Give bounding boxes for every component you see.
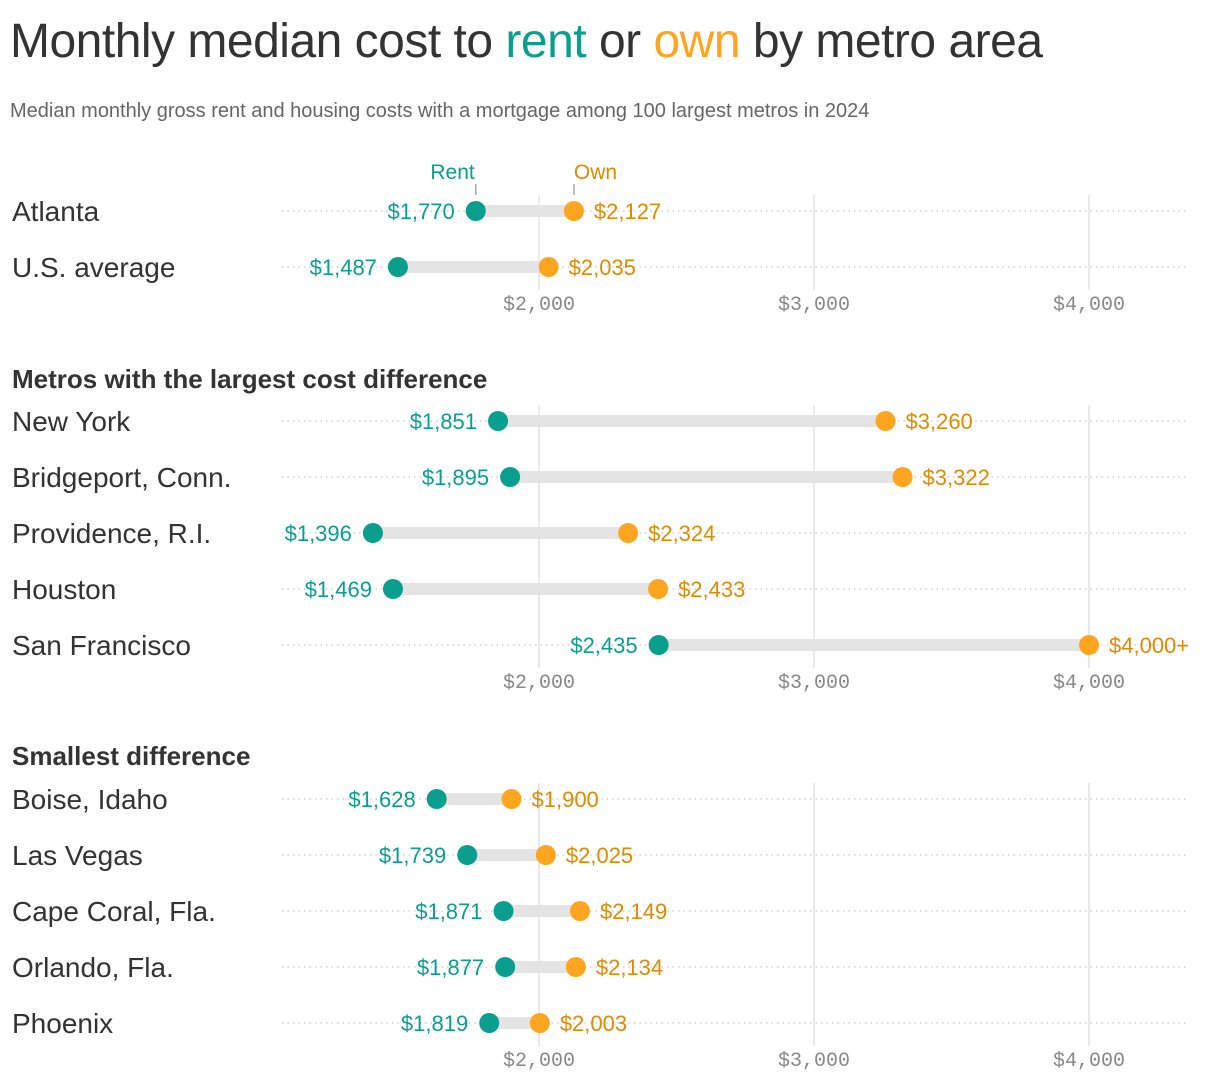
own-value-label: $2,127 bbox=[594, 199, 661, 224]
rent-value-label: $1,487 bbox=[310, 255, 377, 280]
title-part: Monthly median cost to bbox=[10, 15, 506, 68]
rent-value-label: $1,851 bbox=[410, 409, 477, 434]
legend-rent: Rent bbox=[430, 161, 475, 184]
own-dot bbox=[565, 957, 586, 977]
own-dot bbox=[875, 411, 896, 431]
own-value-label: $2,134 bbox=[596, 955, 663, 980]
own-dot bbox=[648, 579, 669, 599]
x-tick-label: $4,000 bbox=[1053, 294, 1125, 317]
rent-dot bbox=[457, 845, 478, 865]
x-tick-label: $4,000 bbox=[1053, 1050, 1125, 1073]
rent-dot bbox=[500, 467, 521, 487]
rent-value-label: $1,895 bbox=[422, 465, 489, 490]
rent-dot bbox=[426, 789, 447, 809]
row-label: Bridgeport, Conn. bbox=[12, 462, 231, 493]
rent-dot bbox=[382, 579, 403, 599]
own-value-label: $2,433 bbox=[678, 577, 745, 602]
rent-value-label: $1,871 bbox=[415, 899, 482, 924]
legend-own: Own bbox=[574, 161, 617, 184]
own-dot bbox=[563, 201, 584, 221]
own-value-label: $4,000+ bbox=[1109, 633, 1189, 658]
own-value-label: $3,322 bbox=[923, 465, 990, 490]
rent-value-label: $1,469 bbox=[305, 577, 372, 602]
rent-dot bbox=[362, 523, 383, 543]
x-tick-label: $2,000 bbox=[503, 1050, 575, 1073]
own-value-label: $2,324 bbox=[648, 521, 715, 546]
x-tick-label: $3,000 bbox=[778, 1050, 850, 1073]
rent-dot bbox=[479, 1013, 500, 1033]
own-value-label: $3,260 bbox=[906, 409, 973, 434]
row-label: U.S. average bbox=[12, 252, 175, 283]
row-label: Atlanta bbox=[12, 196, 100, 227]
rent-value-label: $1,739 bbox=[379, 843, 446, 868]
panel-heading: Metros with the largest cost difference bbox=[12, 364, 487, 394]
rent-value-label: $1,770 bbox=[387, 199, 454, 224]
chart-subtitle: Median monthly gross rent and housing co… bbox=[10, 100, 870, 122]
row-label: New York bbox=[12, 406, 131, 437]
rent-value-label: $1,628 bbox=[348, 787, 415, 812]
row-label: Las Vegas bbox=[12, 840, 143, 871]
row-label: Orlando, Fla. bbox=[12, 952, 174, 983]
own-dot bbox=[1079, 635, 1099, 655]
rent-dot bbox=[495, 957, 516, 977]
rent-dot bbox=[488, 411, 509, 431]
own-dot bbox=[569, 901, 590, 921]
title-part: by metro area bbox=[740, 15, 1043, 68]
rent-value-label: $1,877 bbox=[417, 955, 484, 980]
row-label: Houston bbox=[12, 574, 116, 605]
rent-dot bbox=[465, 201, 486, 221]
row-label: Boise, Idaho bbox=[12, 784, 168, 815]
row-label: Cape Coral, Fla. bbox=[12, 896, 216, 927]
rent-value-label: $1,396 bbox=[285, 521, 352, 546]
rent-dot bbox=[648, 635, 669, 655]
panel-heading: Smallest difference bbox=[12, 741, 250, 771]
title-part: or bbox=[586, 15, 654, 68]
title-own: own bbox=[653, 15, 741, 68]
own-value-label: $2,149 bbox=[600, 899, 667, 924]
row-label: Phoenix bbox=[12, 1008, 113, 1039]
own-dot bbox=[538, 257, 559, 277]
x-tick-label: $3,000 bbox=[778, 672, 850, 695]
own-dot bbox=[892, 467, 913, 487]
row-label: Providence, R.I. bbox=[12, 518, 211, 549]
own-value-label: $1,900 bbox=[532, 787, 599, 812]
x-tick-label: $3,000 bbox=[778, 294, 850, 317]
x-tick-label: $2,000 bbox=[503, 294, 575, 317]
title-rent: rent bbox=[505, 15, 587, 68]
rent-value-label: $2,435 bbox=[570, 633, 637, 658]
x-tick-label: $2,000 bbox=[503, 672, 575, 695]
own-dot bbox=[535, 845, 556, 865]
own-dot bbox=[618, 523, 639, 543]
own-value-label: $2,025 bbox=[566, 843, 633, 868]
own-value-label: $2,035 bbox=[569, 255, 636, 280]
own-dot bbox=[529, 1013, 550, 1033]
x-tick-label: $4,000 bbox=[1053, 672, 1125, 695]
rent-value-label: $1,819 bbox=[401, 1011, 468, 1036]
row-label: San Francisco bbox=[12, 630, 191, 661]
own-dot bbox=[501, 789, 522, 809]
own-value-label: $2,003 bbox=[560, 1011, 627, 1036]
rent-dot bbox=[387, 257, 408, 277]
chart-title: Monthly median cost to rent or own by me… bbox=[10, 14, 1043, 69]
rent-dot bbox=[493, 901, 514, 921]
